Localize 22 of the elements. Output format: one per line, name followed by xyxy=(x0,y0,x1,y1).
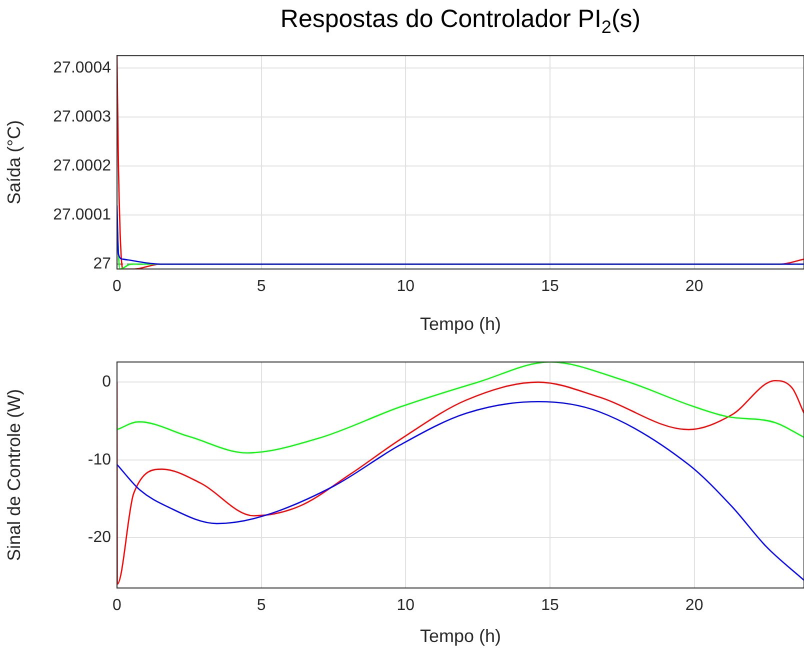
x-tick-label: 20 xyxy=(685,278,704,296)
y-tick-label: -20 xyxy=(88,528,112,546)
y-tick-label: -10 xyxy=(88,451,112,468)
x-tick-label: 15 xyxy=(541,278,559,296)
y-axis-title: Sinal de Controle (W) xyxy=(4,388,24,562)
x-tick-label: 10 xyxy=(396,597,415,614)
chart-title: Respostas do Controlador PI$_{2}$(s) xyxy=(279,4,642,39)
line-series xyxy=(117,362,804,454)
x-axis-title: Tempo (h) xyxy=(420,314,502,334)
x-axis-title: Tempo (h) xyxy=(420,626,502,646)
x-tick-label: 10 xyxy=(396,278,415,296)
y-tick-label: 27.0002 xyxy=(53,157,112,174)
y-tick-label: 27.0004 xyxy=(53,59,112,76)
y-axis-title: Saída (°C) xyxy=(4,120,24,204)
x-tick-label: 5 xyxy=(256,278,266,296)
x-tick-label: 5 xyxy=(256,597,266,614)
y-tick-label: 27.0003 xyxy=(53,108,112,126)
x-tick-label: 20 xyxy=(685,597,704,614)
y-tick-label: 0 xyxy=(102,374,112,391)
y-tick-label: 27 xyxy=(93,256,112,272)
y-tick-label: 27.0001 xyxy=(53,206,112,224)
x-tick-label: 15 xyxy=(541,597,559,614)
